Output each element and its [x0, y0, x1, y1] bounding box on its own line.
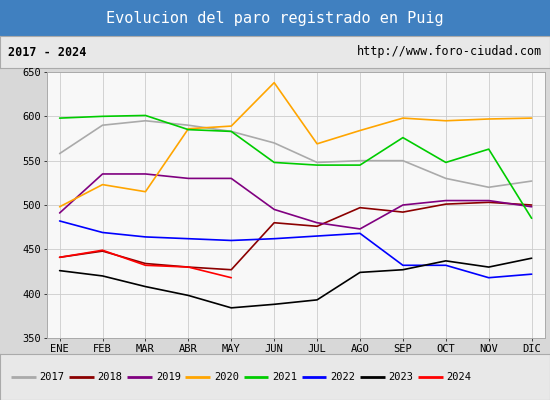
- Text: 2021: 2021: [272, 372, 297, 382]
- Text: http://www.foro-ciudad.com: http://www.foro-ciudad.com: [356, 46, 542, 58]
- Text: 2022: 2022: [331, 372, 355, 382]
- Text: 2018: 2018: [98, 372, 123, 382]
- Text: 2017: 2017: [40, 372, 64, 382]
- Text: Evolucion del paro registrado en Puig: Evolucion del paro registrado en Puig: [106, 10, 444, 26]
- Text: 2024: 2024: [447, 372, 471, 382]
- Text: 2019: 2019: [156, 372, 181, 382]
- Text: 2023: 2023: [388, 372, 414, 382]
- Text: 2020: 2020: [214, 372, 239, 382]
- Text: 2017 - 2024: 2017 - 2024: [8, 46, 87, 58]
